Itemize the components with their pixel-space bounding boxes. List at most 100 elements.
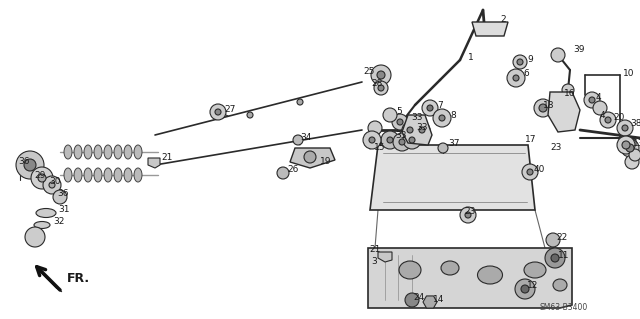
Text: 23: 23 [464, 207, 476, 217]
Circle shape [621, 139, 639, 157]
Ellipse shape [74, 145, 82, 159]
Text: 3: 3 [371, 257, 377, 266]
Circle shape [562, 84, 574, 96]
Text: SM63-B3400: SM63-B3400 [540, 303, 588, 313]
Ellipse shape [104, 145, 112, 159]
Ellipse shape [477, 266, 502, 284]
Circle shape [551, 254, 559, 262]
Text: 9: 9 [527, 56, 532, 64]
Circle shape [407, 127, 413, 133]
Circle shape [381, 131, 399, 149]
Text: 26: 26 [287, 166, 298, 174]
Text: 7: 7 [437, 100, 443, 109]
Text: 21: 21 [161, 153, 172, 162]
Circle shape [534, 99, 552, 117]
Text: 16: 16 [564, 90, 575, 99]
Polygon shape [548, 92, 580, 132]
Text: 39: 39 [573, 46, 584, 55]
Circle shape [405, 293, 419, 307]
Text: 13: 13 [633, 138, 640, 147]
Ellipse shape [84, 145, 92, 159]
Text: 32: 32 [53, 218, 65, 226]
Circle shape [393, 133, 411, 151]
Circle shape [545, 248, 565, 268]
Text: 35: 35 [638, 152, 640, 161]
Text: 19: 19 [320, 158, 332, 167]
Circle shape [399, 139, 405, 145]
Ellipse shape [104, 168, 112, 182]
Ellipse shape [399, 261, 421, 279]
Circle shape [371, 65, 391, 85]
Circle shape [551, 48, 565, 62]
Circle shape [507, 69, 525, 87]
Circle shape [369, 137, 375, 143]
Text: 1: 1 [468, 54, 474, 63]
Text: 33: 33 [416, 123, 428, 132]
Circle shape [513, 75, 519, 81]
Polygon shape [368, 248, 572, 308]
Circle shape [374, 81, 388, 95]
Circle shape [24, 159, 36, 171]
Polygon shape [402, 115, 432, 145]
Polygon shape [36, 266, 62, 292]
Text: 5: 5 [396, 108, 402, 116]
Circle shape [600, 112, 616, 128]
Ellipse shape [114, 168, 122, 182]
Circle shape [293, 135, 303, 145]
Circle shape [427, 105, 433, 111]
Circle shape [383, 108, 397, 122]
Ellipse shape [134, 145, 142, 159]
Circle shape [617, 136, 635, 154]
Circle shape [402, 122, 418, 138]
Text: 33: 33 [395, 131, 406, 140]
Text: 8: 8 [450, 110, 456, 120]
Text: 4: 4 [600, 110, 605, 120]
Text: 40: 40 [534, 165, 545, 174]
Text: 38: 38 [630, 120, 640, 129]
Circle shape [439, 115, 445, 121]
Text: 25: 25 [363, 68, 374, 77]
Circle shape [210, 104, 226, 120]
Circle shape [422, 100, 438, 116]
Circle shape [584, 92, 600, 108]
Text: 15: 15 [374, 144, 385, 152]
Ellipse shape [441, 261, 459, 275]
Circle shape [43, 176, 61, 194]
Polygon shape [472, 22, 508, 36]
Text: 4: 4 [596, 93, 602, 102]
Circle shape [53, 190, 67, 204]
Polygon shape [148, 158, 160, 168]
Text: 21: 21 [369, 246, 380, 255]
Circle shape [465, 212, 471, 218]
Circle shape [378, 85, 384, 91]
Text: 14: 14 [433, 294, 444, 303]
Polygon shape [423, 296, 437, 308]
Circle shape [409, 137, 415, 143]
Polygon shape [378, 252, 392, 262]
Circle shape [31, 167, 53, 189]
Polygon shape [370, 145, 535, 210]
Circle shape [363, 131, 381, 149]
Ellipse shape [524, 262, 546, 278]
Circle shape [414, 122, 430, 138]
Ellipse shape [124, 145, 132, 159]
Text: 30: 30 [49, 177, 61, 187]
Circle shape [513, 55, 527, 69]
Circle shape [277, 167, 289, 179]
Circle shape [626, 144, 634, 152]
Circle shape [49, 182, 55, 188]
Circle shape [25, 227, 45, 247]
Circle shape [215, 109, 221, 115]
Circle shape [387, 137, 393, 143]
Ellipse shape [64, 168, 72, 182]
Text: 20: 20 [613, 114, 625, 122]
Text: 6: 6 [523, 70, 529, 78]
Circle shape [521, 285, 529, 293]
Circle shape [593, 101, 607, 115]
Text: 12: 12 [527, 280, 538, 290]
Circle shape [629, 149, 640, 161]
Text: 34: 34 [300, 132, 312, 142]
Circle shape [622, 141, 630, 149]
Circle shape [377, 71, 385, 79]
Text: 23: 23 [550, 144, 561, 152]
